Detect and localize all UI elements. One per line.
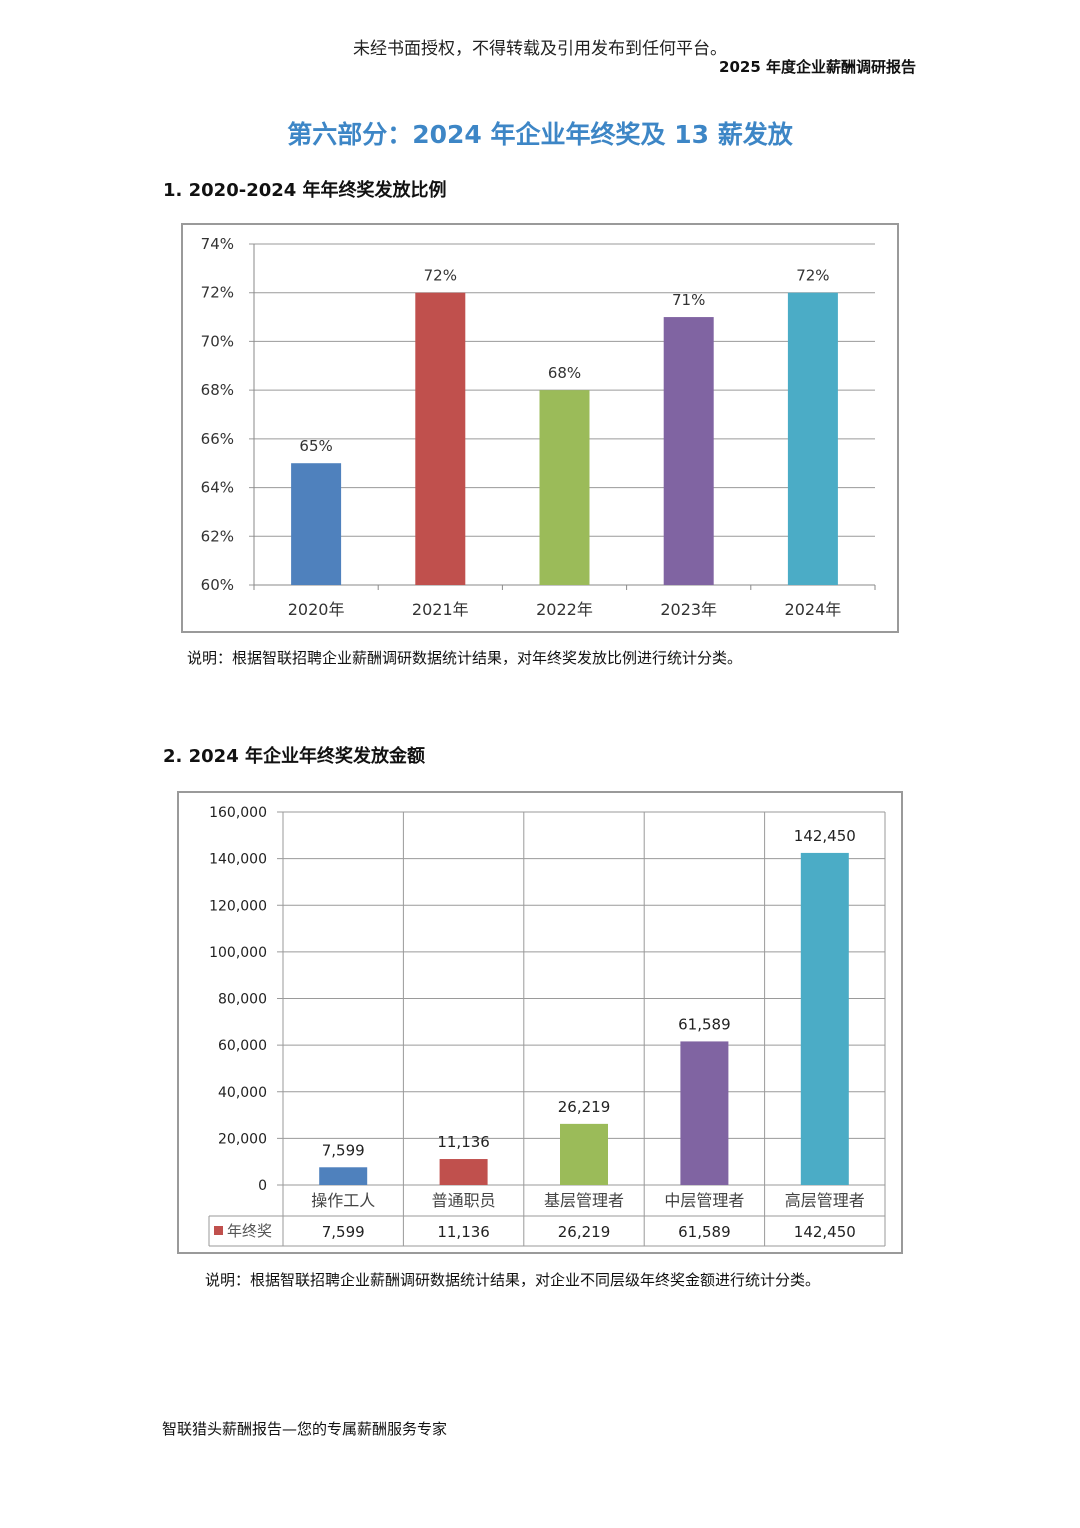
y-tick-label: 62% bbox=[201, 527, 234, 545]
data-label: 72% bbox=[796, 267, 829, 285]
y-tick-label: 160,000 bbox=[209, 805, 267, 821]
bonus-amount-chart: 0 20,000 40,000 60,000 80,000 100,000 120,000 1… bbox=[208, 805, 886, 1247]
table-cell: 7,599 bbox=[322, 1223, 365, 1241]
table-cell: 11,136 bbox=[437, 1223, 490, 1241]
y-tick-label: 60,000 bbox=[218, 1038, 267, 1054]
report-title: 2025 年度企业薪酬调研报告 bbox=[719, 58, 916, 76]
y-tick-label: 70% bbox=[201, 332, 234, 350]
bar bbox=[415, 292, 466, 585]
y-tick-label: 60% bbox=[201, 576, 234, 594]
y-tick-label: 74% bbox=[201, 235, 234, 253]
y-tick-label: 20,000 bbox=[218, 1131, 267, 1147]
y-tick-label: 40,000 bbox=[218, 1085, 267, 1101]
y-tick-label: 100,000 bbox=[209, 945, 267, 961]
data-label: 7,599 bbox=[322, 1141, 365, 1159]
data-label: 142,450 bbox=[794, 827, 856, 845]
bar bbox=[787, 292, 838, 585]
copyright-notice: 未经书面授权，不得转载及引用发布到任何平台。 bbox=[353, 39, 727, 59]
table-cell: 26,219 bbox=[558, 1223, 611, 1241]
y-tick-label: 64% bbox=[201, 479, 234, 497]
legend-label: 年终奖 bbox=[227, 1222, 272, 1240]
bar bbox=[539, 390, 590, 585]
bar bbox=[439, 1159, 488, 1185]
chart1-heading: 1. 2020-2024 年年终奖发放比例 bbox=[163, 180, 447, 201]
x-tick-label: 中层管理者 bbox=[664, 1191, 744, 1210]
y-tick-label: 66% bbox=[201, 430, 234, 448]
x-tick-label: 2021年 bbox=[412, 600, 469, 619]
data-label: 61,589 bbox=[678, 1015, 731, 1033]
y-tick-label: 68% bbox=[201, 381, 234, 399]
x-tick-label: 2024年 bbox=[785, 600, 842, 619]
x-tick-label: 2023年 bbox=[660, 600, 717, 619]
chart2-note: 说明：根据智联招聘企业薪酬调研数据统计结果，对企业不同层级年终奖金额进行统计分类… bbox=[205, 1271, 821, 1289]
table-cell: 142,450 bbox=[794, 1223, 856, 1241]
x-tick-label: 基层管理者 bbox=[544, 1191, 624, 1210]
section-title: 第六部分：2024 年企业年终奖及 13 薪发放 bbox=[287, 120, 793, 149]
data-label: 26,219 bbox=[558, 1098, 611, 1116]
data-label: 72% bbox=[424, 267, 457, 285]
data-label: 11,136 bbox=[437, 1133, 490, 1151]
bar bbox=[291, 463, 342, 585]
data-label: 65% bbox=[299, 437, 332, 455]
bonus-ratio-chart: 60% 62% 64% 66% 68% 70% 72% 74% 65% 2020年 72% 2021年… bbox=[201, 235, 876, 619]
legend-swatch bbox=[214, 1226, 223, 1235]
bar bbox=[319, 1167, 368, 1185]
x-tick-label: 普通职员 bbox=[432, 1191, 496, 1210]
bar bbox=[680, 1041, 729, 1185]
x-tick-label: 2022年 bbox=[536, 600, 593, 619]
chart2-heading: 2. 2024 年企业年终奖发放金额 bbox=[163, 746, 425, 767]
y-tick-label: 72% bbox=[201, 284, 234, 302]
y-tick-label: 140,000 bbox=[209, 852, 267, 868]
data-label: 71% bbox=[672, 291, 705, 309]
footer-slogan: 智联猎头薪酬报告—您的专属薪酬服务专家 bbox=[162, 1420, 448, 1438]
table-cell: 61,589 bbox=[678, 1223, 731, 1241]
x-tick-label: 2020年 bbox=[288, 600, 345, 619]
chart1-note: 说明：根据智联招聘企业薪酬调研数据统计结果，对年终奖发放比例进行统计分类。 bbox=[187, 649, 743, 667]
bar bbox=[663, 317, 714, 585]
bar bbox=[800, 852, 849, 1185]
y-tick-label: 0 bbox=[258, 1178, 267, 1194]
y-tick-label: 80,000 bbox=[218, 992, 267, 1008]
x-tick-label: 操作工人 bbox=[311, 1191, 375, 1210]
y-tick-label: 120,000 bbox=[209, 898, 267, 914]
x-tick-label: 高层管理者 bbox=[785, 1191, 865, 1210]
data-label: 68% bbox=[548, 364, 581, 382]
bonus-ratio-chart-frame: 60% 62% 64% 66% 68% 70% 72% 74% 65% 2020年 72% 2021年… bbox=[181, 223, 899, 633]
bonus-amount-chart-frame: 0 20,000 40,000 60,000 80,000 100,000 120,000 1… bbox=[177, 791, 903, 1254]
bar bbox=[560, 1123, 608, 1185]
